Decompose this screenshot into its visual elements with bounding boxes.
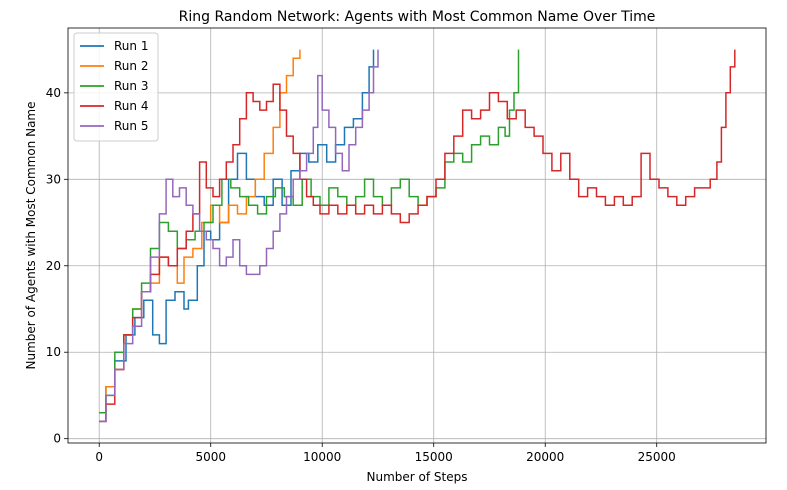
x-tick-label: 0 xyxy=(95,450,103,464)
series-line-run-1 xyxy=(99,49,375,423)
series-line-run-4 xyxy=(99,49,736,423)
y-axis-label: Number of Agents with Most Common Name xyxy=(24,102,38,370)
legend-box xyxy=(73,32,159,142)
chart-title: Ring Random Network: Agents with Most Co… xyxy=(179,9,656,25)
legend-label: Run 4 xyxy=(114,99,148,113)
x-tick-label: 10000 xyxy=(303,450,341,464)
y-tick-label: 20 xyxy=(46,259,61,273)
legend-label: Run 3 xyxy=(114,79,148,93)
legend-label: Run 5 xyxy=(114,119,148,133)
series-lines xyxy=(99,49,736,423)
y-tick-label: 40 xyxy=(46,86,61,100)
legend-label: Run 1 xyxy=(114,39,148,53)
y-tick-label: 30 xyxy=(46,172,61,186)
series-line-run-3 xyxy=(99,49,520,414)
plot-area-frame xyxy=(67,27,767,444)
x-tick-label: 25000 xyxy=(638,450,676,464)
series-line-run-5 xyxy=(99,49,379,423)
axis-ticks: 0 5000 10000 15000 20000 25000 0 10 20 30 40 xyxy=(46,86,676,464)
y-tick-label: 0 xyxy=(53,432,61,446)
x-tick-label: 5000 xyxy=(195,450,226,464)
x-tick-label: 20000 xyxy=(526,450,564,464)
legend-label: Run 2 xyxy=(114,59,148,73)
x-axis-label: Number of Steps xyxy=(367,470,468,484)
y-tick-label: 10 xyxy=(46,345,61,359)
x-tick-label: 15000 xyxy=(415,450,453,464)
legend: Run 1 Run 2 Run 3 Run 4 Run 5 xyxy=(73,32,159,142)
